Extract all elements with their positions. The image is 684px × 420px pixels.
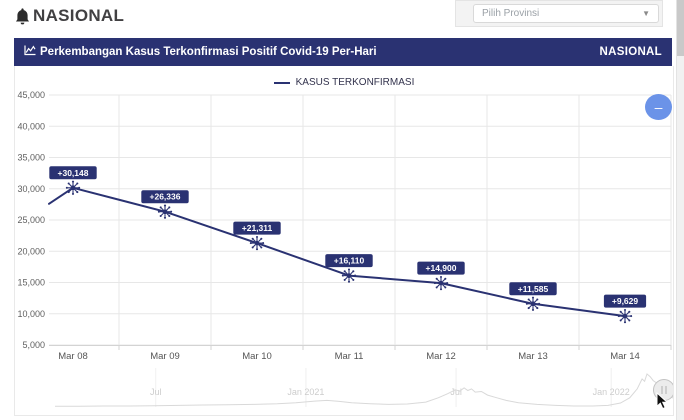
svg-text:Mar 08: Mar 08 bbox=[58, 351, 88, 362]
province-filter-panel: Pilih Provinsi ▼ bbox=[455, 0, 663, 27]
navigator[interactable]: Jul Jan 2021 Jul Jan 2022 bbox=[55, 368, 673, 407]
svg-text:Mar 09: Mar 09 bbox=[150, 351, 180, 362]
y-grid-and-labels: 45,000 40,000 35,000 30,000 25,000 20,000 15,0… bbox=[17, 90, 671, 350]
legend-label: KASUS TERKONFIRMASI bbox=[295, 77, 415, 88]
chart-card: 45,000 40,000 35,000 30,000 25,000 20,000 15,0… bbox=[14, 66, 674, 416]
svg-text:Jul: Jul bbox=[150, 387, 162, 397]
svg-text:+14,900: +14,900 bbox=[426, 263, 457, 273]
svg-text:Mar 11: Mar 11 bbox=[335, 351, 364, 362]
svg-text:10,000: 10,000 bbox=[17, 309, 45, 319]
chevron-down-icon: ▼ bbox=[642, 8, 650, 18]
series-markers bbox=[65, 180, 633, 324]
series-line bbox=[48, 186, 626, 318]
main-chart: 45,000 40,000 35,000 30,000 25,000 20,000 15,0… bbox=[17, 90, 673, 407]
svg-text:Mar 10: Mar 10 bbox=[242, 351, 272, 362]
banner-region-label: NASIONAL bbox=[599, 46, 662, 58]
data-point-marker[interactable] bbox=[433, 275, 449, 291]
svg-text:Jan 2022: Jan 2022 bbox=[593, 387, 630, 397]
data-point-marker[interactable] bbox=[157, 204, 173, 219]
svg-text:Jul: Jul bbox=[450, 387, 462, 397]
svg-text:+26,336: +26,336 bbox=[150, 192, 181, 202]
svg-text:15,000: 15,000 bbox=[17, 278, 45, 288]
svg-text:20,000: 20,000 bbox=[17, 246, 45, 256]
x-grid bbox=[49, 95, 672, 350]
svg-text:+21,311: +21,311 bbox=[242, 223, 273, 233]
data-label-box bbox=[417, 261, 465, 275]
data-point-marker[interactable] bbox=[525, 296, 541, 311]
banner-title-text: Perkembangan Kasus Terkonfirmasi Positif… bbox=[40, 46, 377, 58]
svg-text:35,000: 35,000 bbox=[17, 153, 45, 163]
svg-text:+11,585: +11,585 bbox=[518, 284, 549, 294]
data-label-box bbox=[603, 294, 647, 308]
svg-text:+30,148: +30,148 bbox=[58, 168, 89, 178]
chart-banner: Perkembangan Kasus Terkonfirmasi Positif… bbox=[14, 38, 672, 66]
brand-title: NASIONAL bbox=[33, 6, 125, 25]
province-select-placeholder: Pilih Provinsi bbox=[482, 8, 540, 19]
svg-text:Mar 14: Mar 14 bbox=[610, 351, 640, 362]
data-label-box bbox=[49, 166, 97, 180]
data-label-box bbox=[325, 254, 373, 268]
site-logo: NASIONAL bbox=[14, 6, 124, 26]
data-point-marker[interactable] bbox=[341, 268, 357, 283]
svg-text:Mar 13: Mar 13 bbox=[518, 351, 548, 362]
bell-icon bbox=[14, 7, 31, 26]
legend-line-swatch bbox=[273, 81, 290, 84]
svg-text:45,000: 45,000 bbox=[17, 90, 45, 100]
navigator-series-line bbox=[55, 373, 673, 407]
data-point-marker[interactable] bbox=[617, 308, 633, 324]
svg-text:40,000: 40,000 bbox=[17, 121, 45, 131]
data-point-marker[interactable] bbox=[65, 180, 81, 195]
svg-text:Mar 12: Mar 12 bbox=[426, 351, 456, 362]
province-select[interactable]: Pilih Provinsi ▼ bbox=[473, 4, 659, 23]
svg-text:30,000: 30,000 bbox=[17, 184, 45, 194]
navigator-handle[interactable] bbox=[653, 379, 674, 401]
vertical-scrollbar[interactable] bbox=[676, 0, 684, 420]
scrollbar-thumb[interactable] bbox=[677, 0, 684, 56]
data-label-box bbox=[233, 221, 281, 235]
svg-text:+16,110: +16,110 bbox=[334, 256, 365, 266]
legend-item-kasus-terkonfirmasi[interactable]: KASUS TERKONFIRMASI bbox=[15, 77, 673, 88]
svg-text:+9,629: +9,629 bbox=[612, 296, 639, 306]
data-label-box bbox=[141, 190, 189, 204]
svg-text:5,000: 5,000 bbox=[22, 340, 45, 350]
line-chart-icon bbox=[24, 45, 36, 59]
zoom-out-button[interactable]: – bbox=[645, 94, 672, 120]
svg-text:Jan 2021: Jan 2021 bbox=[287, 387, 324, 397]
data-labels: +30,148 +26,336 +21,311 +16,110 +14,900 +11,5… bbox=[49, 166, 647, 308]
svg-text:25,000: 25,000 bbox=[17, 215, 45, 225]
data-point-marker[interactable] bbox=[249, 235, 265, 251]
data-label-box bbox=[509, 282, 557, 296]
x-axis-labels: Mar 08 Mar 09 Mar 10 Mar 11 Mar 12 Mar 13 Mar … bbox=[58, 351, 640, 362]
